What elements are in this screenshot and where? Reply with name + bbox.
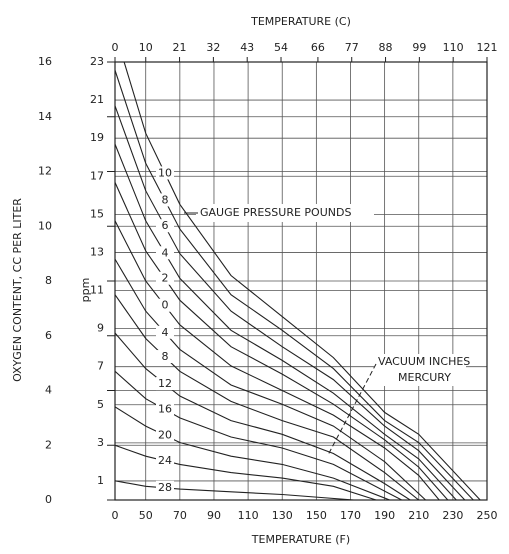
x2-tick-label: 54 <box>274 41 288 54</box>
x2-tick-label: 99 <box>412 41 426 54</box>
y-tick-label: 10 <box>38 219 52 232</box>
curve <box>123 62 481 500</box>
y2-tick-label: 7 <box>97 360 104 373</box>
x2-tick-label: 32 <box>206 41 220 54</box>
series-label: 28 <box>158 481 172 494</box>
x2-tick-label: 110 <box>443 41 464 54</box>
series-label-bg <box>156 271 174 285</box>
y-tick-label: 16 <box>38 55 52 68</box>
curve <box>115 370 402 500</box>
series-label-bg <box>156 428 174 442</box>
x-tick-label: 210 <box>408 509 429 522</box>
x2-tick-label: 10 <box>139 41 153 54</box>
x2-tick-label: 66 <box>311 41 325 54</box>
series-label: 8 <box>162 350 169 363</box>
annotation: VACUUM INCHES <box>378 355 470 368</box>
series-label: 8 <box>162 193 169 206</box>
x2-tick-label: 77 <box>345 41 359 54</box>
y2-tick-label: 11 <box>90 284 104 297</box>
y2-tick-label: 23 <box>90 55 104 68</box>
top-axis-title: TEMPERATURE (C) <box>250 15 351 28</box>
series-label-bg <box>156 325 174 339</box>
curve <box>115 220 440 500</box>
annotation-bg <box>196 204 374 222</box>
x2-tick-label: 21 <box>173 41 187 54</box>
series-label-bg <box>156 453 174 467</box>
y-axis-title: OXYGEN CONTENT, CC PER LITER <box>11 198 24 382</box>
curve <box>115 480 354 500</box>
y-tick-label: 4 <box>45 384 52 397</box>
x-tick-label: 190 <box>374 509 395 522</box>
series-label: 4 <box>162 326 169 339</box>
curve <box>115 332 411 500</box>
series-label: 0 <box>162 299 169 312</box>
y-tick-label: 2 <box>45 438 52 451</box>
curve <box>115 258 426 500</box>
x2-tick-label: 43 <box>240 41 254 54</box>
series-label-bg <box>156 298 174 312</box>
annotation: GAUGE PRESSURE POUNDS <box>200 206 351 219</box>
y-tick-label: 12 <box>38 165 52 178</box>
series-label-bg <box>156 402 174 416</box>
series-label-bg <box>156 350 174 364</box>
series-label-bg <box>156 166 174 180</box>
y2-tick-label: 21 <box>90 93 104 106</box>
curve <box>115 406 390 500</box>
curve <box>115 294 420 500</box>
y2-tick-label: 3 <box>97 436 104 449</box>
curve <box>115 105 466 500</box>
x-tick-label: 70 <box>173 509 187 522</box>
x-tick-label: 90 <box>207 509 221 522</box>
series-label-bg <box>156 193 174 207</box>
y-tick-label: 14 <box>38 110 52 123</box>
series-label: 10 <box>158 166 172 179</box>
y-tick-label: 6 <box>45 329 52 342</box>
annotation-bg <box>374 354 466 386</box>
annotation: MERCURY <box>398 371 451 384</box>
y2-tick-label: 9 <box>97 322 104 335</box>
x-tick-label: 0 <box>112 509 119 522</box>
series-label: 16 <box>158 403 172 416</box>
x-tick-label: 170 <box>340 509 361 522</box>
y-tick-label: 0 <box>45 493 52 506</box>
x2-tick-label: 0 <box>112 41 119 54</box>
x-tick-label: 250 <box>477 509 498 522</box>
y2-tick-label: 5 <box>97 398 104 411</box>
series-label: 6 <box>162 219 169 232</box>
x2-tick-label: 88 <box>379 41 393 54</box>
plot-frame <box>114 61 488 501</box>
curve <box>115 444 377 500</box>
curve <box>115 70 474 500</box>
y-tick-label: 8 <box>45 274 52 287</box>
y2-tick-label: 19 <box>90 131 104 144</box>
x2-tick-label: 121 <box>477 41 498 54</box>
series-label-bg <box>156 246 174 260</box>
series-label: 20 <box>158 428 172 441</box>
leader-line <box>327 363 377 456</box>
series-label: 24 <box>158 454 172 467</box>
x-tick-label: 50 <box>139 509 153 522</box>
series-label-bg <box>156 480 174 494</box>
y2-tick-label: 15 <box>90 207 104 220</box>
x-tick-label: 110 <box>238 509 259 522</box>
y2-tick-label: 17 <box>90 169 104 182</box>
curve-layer <box>115 62 481 500</box>
x-tick-label: 150 <box>306 509 327 522</box>
series-label: 12 <box>158 377 172 390</box>
curve <box>115 143 457 500</box>
curve <box>115 182 449 500</box>
series-label-bg <box>156 377 174 391</box>
y2-tick-label: 1 <box>97 474 104 487</box>
series-label-bg <box>156 219 174 233</box>
x-tick-label: 130 <box>272 509 293 522</box>
y2-axis-title: ppm <box>79 278 92 303</box>
y2-tick-label: 13 <box>90 245 104 258</box>
series-label: 4 <box>162 246 169 259</box>
series-label: 2 <box>162 272 169 285</box>
x-axis-title: TEMPERATURE (F) <box>251 533 350 546</box>
x-tick-label: 230 <box>442 509 463 522</box>
